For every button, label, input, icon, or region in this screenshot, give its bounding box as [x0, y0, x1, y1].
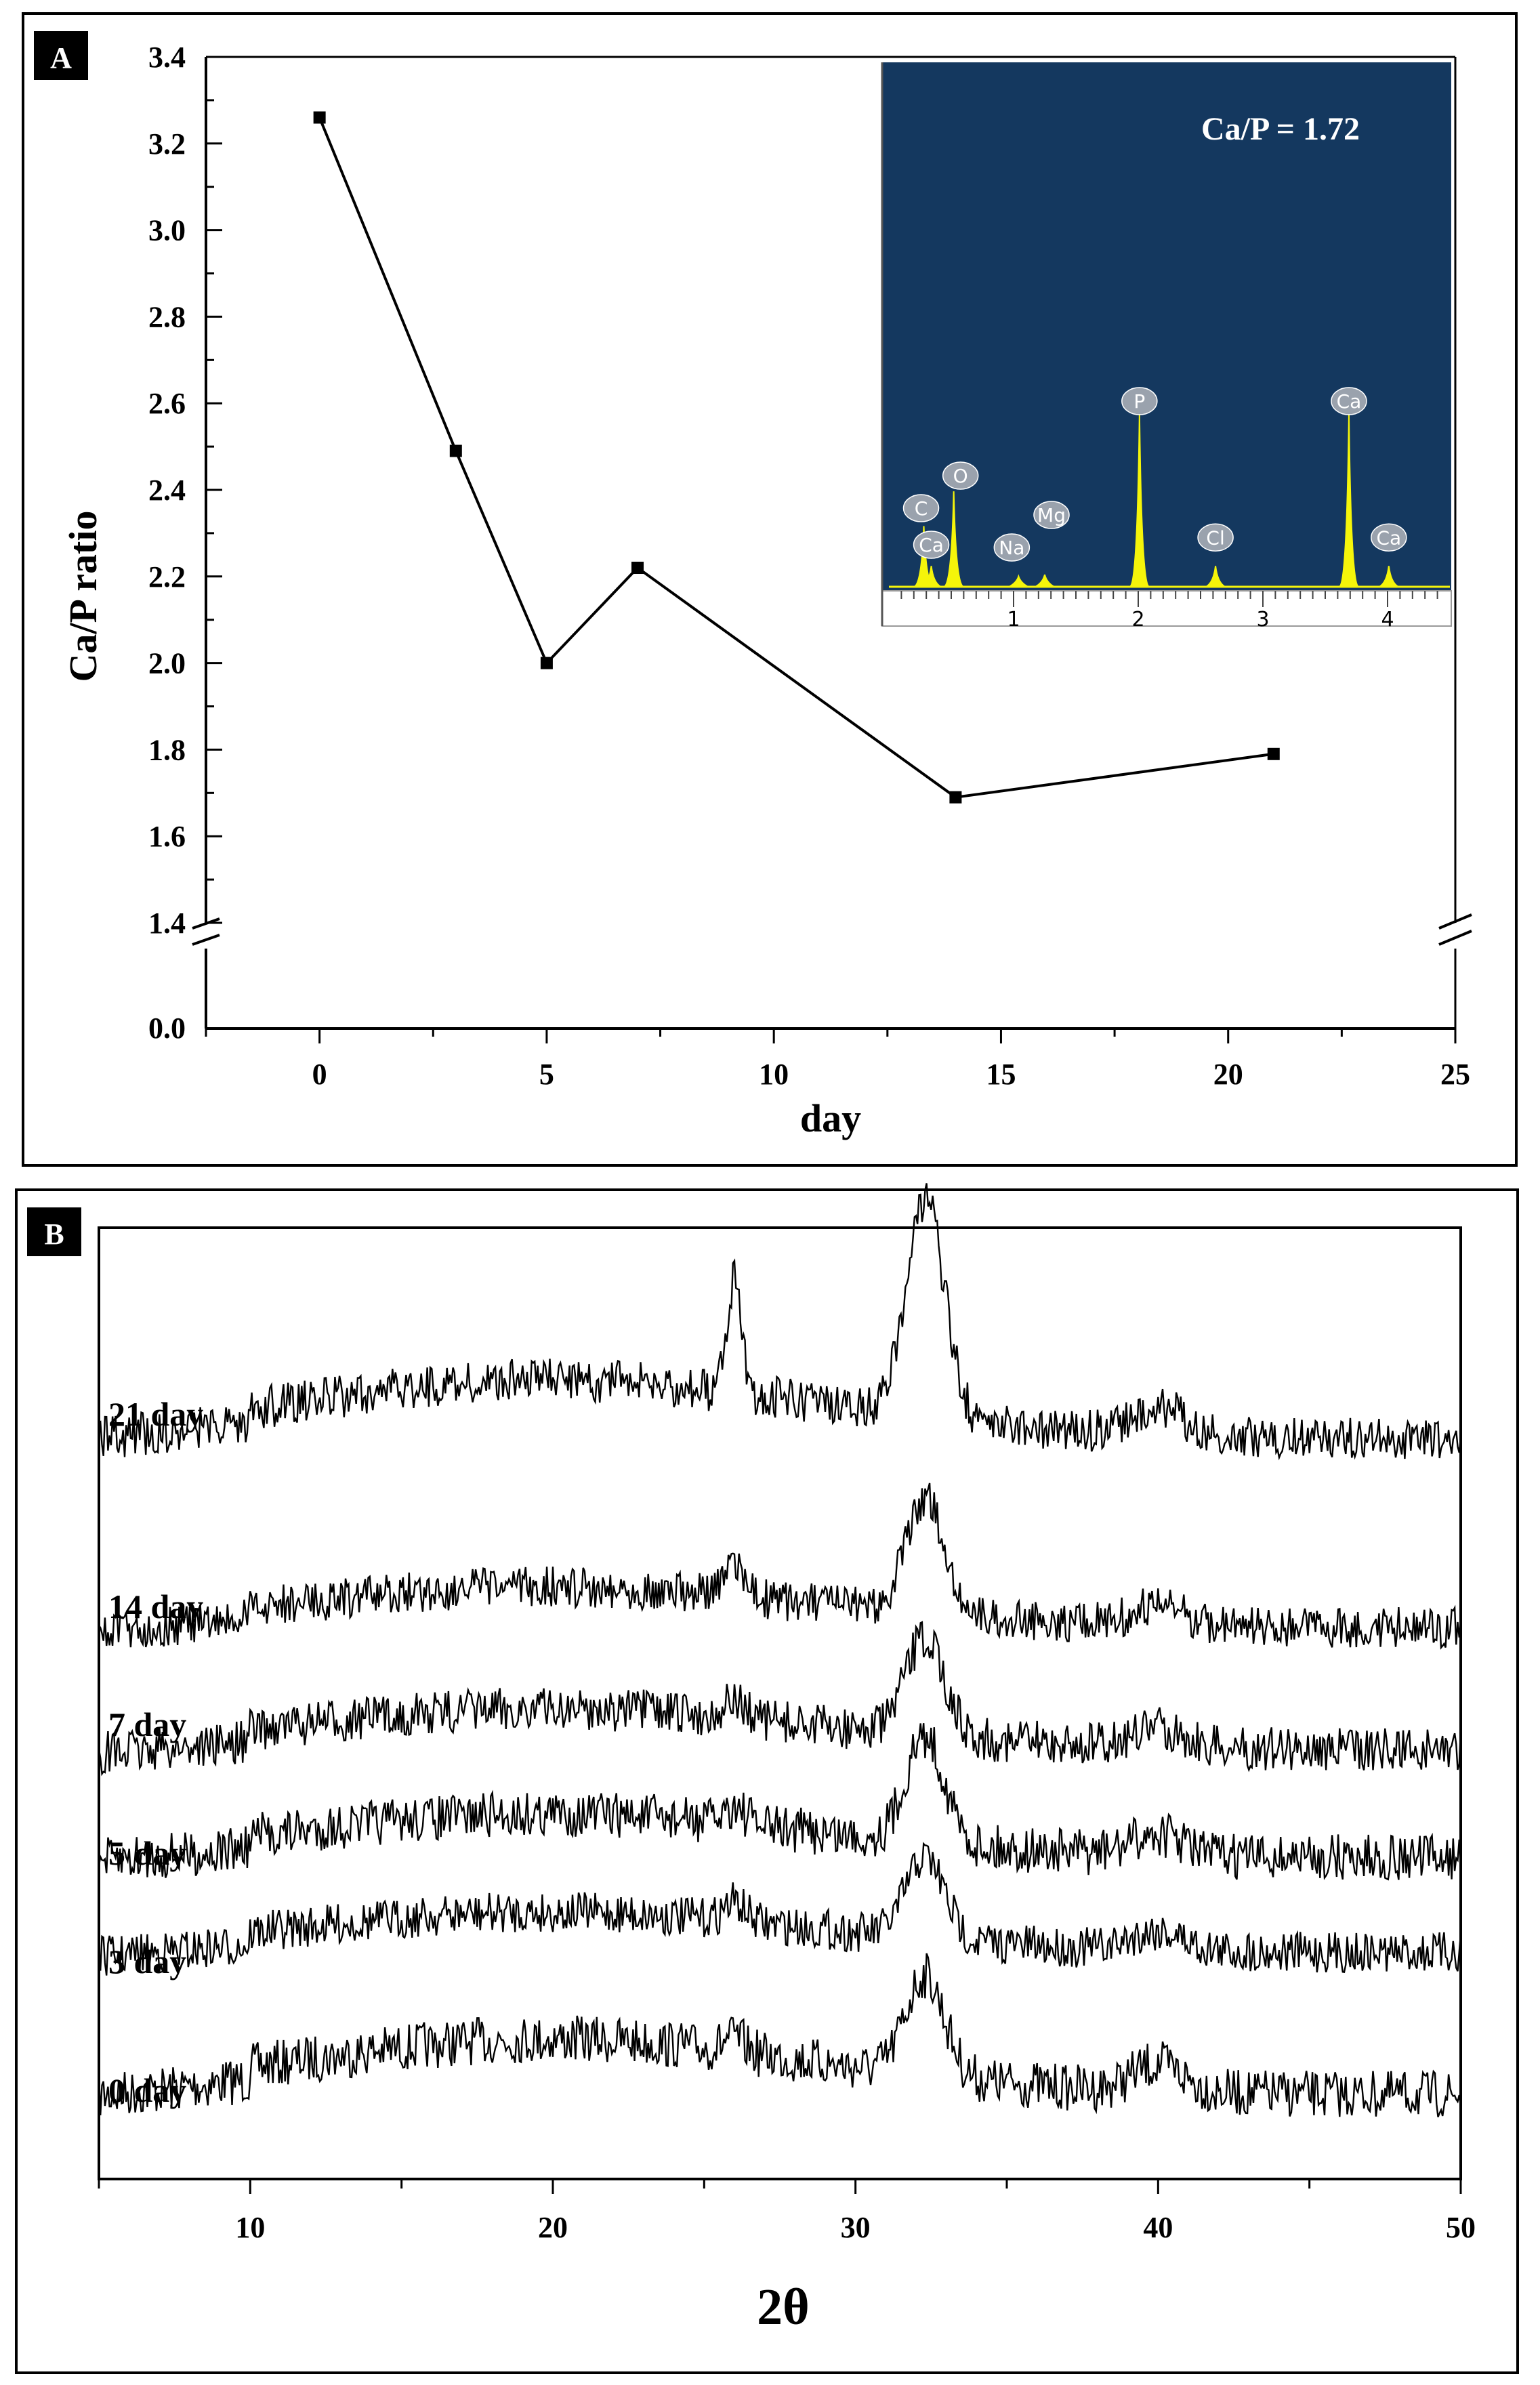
a-ylabel: Ca/P ratio: [61, 511, 105, 682]
edx-peak-label-bubble: [1331, 387, 1367, 415]
edx-peak: [921, 566, 942, 587]
edx-inset-bg: [882, 62, 1451, 591]
a-ytick-label: 2.0: [148, 647, 186, 680]
edx-tick-label: 2: [1131, 608, 1144, 631]
a-ytick-label: 2.6: [148, 387, 186, 420]
edx-peak-label-bubble: [1121, 387, 1158, 415]
a-ytick-label: 3.4: [148, 41, 186, 74]
edx-annotation: Ca/P = 1.72: [1201, 111, 1360, 147]
a-data-point: [313, 111, 326, 124]
edx-peak-label: Ca: [1376, 526, 1401, 549]
edx-peak-label-bubble: [1197, 523, 1234, 552]
b-xtick-label: 10: [235, 2211, 265, 2244]
a-xlabel: day: [800, 1096, 861, 1140]
b-pattern: [98, 1621, 1462, 1777]
a-xtick-label: 10: [759, 1058, 789, 1091]
a-series-line: [318, 117, 1274, 799]
a-xtick-label: 20: [1213, 1058, 1243, 1091]
a-ytick-label: 2.2: [148, 560, 186, 594]
a-ytick-label: 2.4: [148, 474, 186, 507]
a-xtick-label: 25: [1440, 1058, 1470, 1091]
edx-peak-label-bubble: [993, 533, 1031, 562]
edx-peak-label-bubble: [942, 461, 979, 490]
a-data-point: [631, 562, 644, 575]
a-data-point: [949, 791, 962, 804]
b-pattern: [98, 1842, 1462, 1976]
edx-peak-label: O: [953, 465, 968, 487]
edx-inset-axis-strip: [881, 590, 1452, 627]
panel-a-badge: A: [50, 41, 72, 75]
a-ytick-label: 3.0: [148, 214, 186, 247]
a-ytick-label: 1.8: [148, 733, 186, 766]
a-ytick-label: 2.8: [148, 300, 186, 333]
b-xtick-label: 40: [1143, 2211, 1173, 2244]
b-xtick-label: 20: [538, 2211, 568, 2244]
b-xtick-label: 30: [841, 2211, 871, 2244]
b-xlabel: 2θ: [757, 2279, 810, 2336]
edx-peak-label: Na: [999, 537, 1024, 559]
edx-tick-label: 1: [1007, 608, 1020, 631]
edx-x-ticks: 1 2 3 4: [900, 591, 1438, 631]
b-pattern: [98, 1953, 1462, 2117]
edx-peak-label: Ca: [919, 534, 944, 556]
edx-peak-label: Cl: [1206, 526, 1224, 549]
a-data-point: [540, 657, 553, 669]
edx-peak-label-bubble: [913, 531, 950, 559]
edx-peak-labels: C Ca O Na Mg P Cl Ca Ca: [902, 387, 1407, 562]
b-xtick-label: 50: [1446, 2211, 1476, 2244]
edx-peak-label-bubble: [1033, 501, 1070, 529]
panel-b-badge-bg: [27, 1207, 81, 1256]
edx-peaks: [889, 413, 1450, 588]
edx-peak-label-bubble: [902, 494, 940, 522]
b-pattern: [98, 1723, 1462, 1881]
b-pattern-label: 0 day: [108, 2071, 186, 2109]
b-pattern-label: 21 day: [108, 1395, 203, 1433]
b-pattern: [98, 1183, 1462, 1461]
panel-b-badge: B: [44, 1218, 64, 1251]
edx-peak-label: Mg: [1037, 504, 1066, 526]
edx-peak: [943, 491, 964, 587]
edx-tick-label: 4: [1381, 608, 1394, 631]
b-plot-frame: [98, 1226, 1462, 2180]
edx-peak-label: C: [915, 497, 928, 520]
edx-peak: [1205, 566, 1226, 587]
a-ytick-label-zero: 0.0: [148, 1012, 186, 1045]
b-pattern-label: 5 day: [108, 1834, 186, 1872]
a-ytick-label: 3.2: [148, 127, 186, 161]
edx-tick-label: 3: [1256, 608, 1269, 631]
b-pattern: [98, 1482, 1462, 1650]
edx-peak: [1008, 574, 1028, 587]
panel-a-badge-bg: [34, 31, 88, 80]
panel-a-frame: [22, 12, 1518, 1167]
a-series: [313, 111, 1280, 804]
a-data-point: [1267, 747, 1280, 760]
a-ytick-label: 1.4: [148, 907, 186, 940]
edx-peak: [1379, 566, 1399, 587]
a-axis-break-right: [1438, 913, 1472, 946]
b-series: 0 day 3 day 5 day 7 day 14 day 21 day: [98, 1183, 1462, 2117]
a-ytick-label: 1.6: [148, 820, 186, 853]
a-xtick-label: 5: [539, 1058, 554, 1091]
a-x-ticks: 0 5 10 15 20 25: [205, 1029, 1470, 1091]
b-pattern-label: 14 day: [108, 1588, 203, 1625]
panel-b-frame: [15, 1188, 1519, 2374]
b-pattern-label: 7 day: [108, 1705, 186, 1743]
b-pattern-label: 3 day: [108, 1943, 186, 1980]
edx-inset: Ca/P = 1.72 1 2 3 4 C Ca O Na Mg P Cl Ca Ca: [881, 62, 1452, 631]
edx-peak-label: Ca: [1337, 390, 1362, 413]
panel-a: A 1.41.61.82.02.22.42.62.83.03.23.4 0 5 10…: [22, 12, 1518, 1167]
b-x-ticks: 10 20 30 40 50: [98, 2179, 1476, 2244]
a-xtick-label: 15: [986, 1058, 1016, 1091]
a-xtick-label: 0: [312, 1058, 327, 1091]
edx-peak: [1035, 574, 1055, 587]
panel-b: B 10 20 30 40 50 2θ 0 day 3 day 5 day 7 day 14 d…: [15, 1183, 1519, 2374]
edx-peak-label: P: [1133, 390, 1145, 413]
edx-peak-label-bubble: [1371, 523, 1407, 552]
a-data-point: [449, 444, 462, 457]
a-y-ticks: 1.4 1.6 1.8 2.0 2.2 2.4 2.6 2.8 3.0 3.2 3.4: [148, 41, 222, 940]
